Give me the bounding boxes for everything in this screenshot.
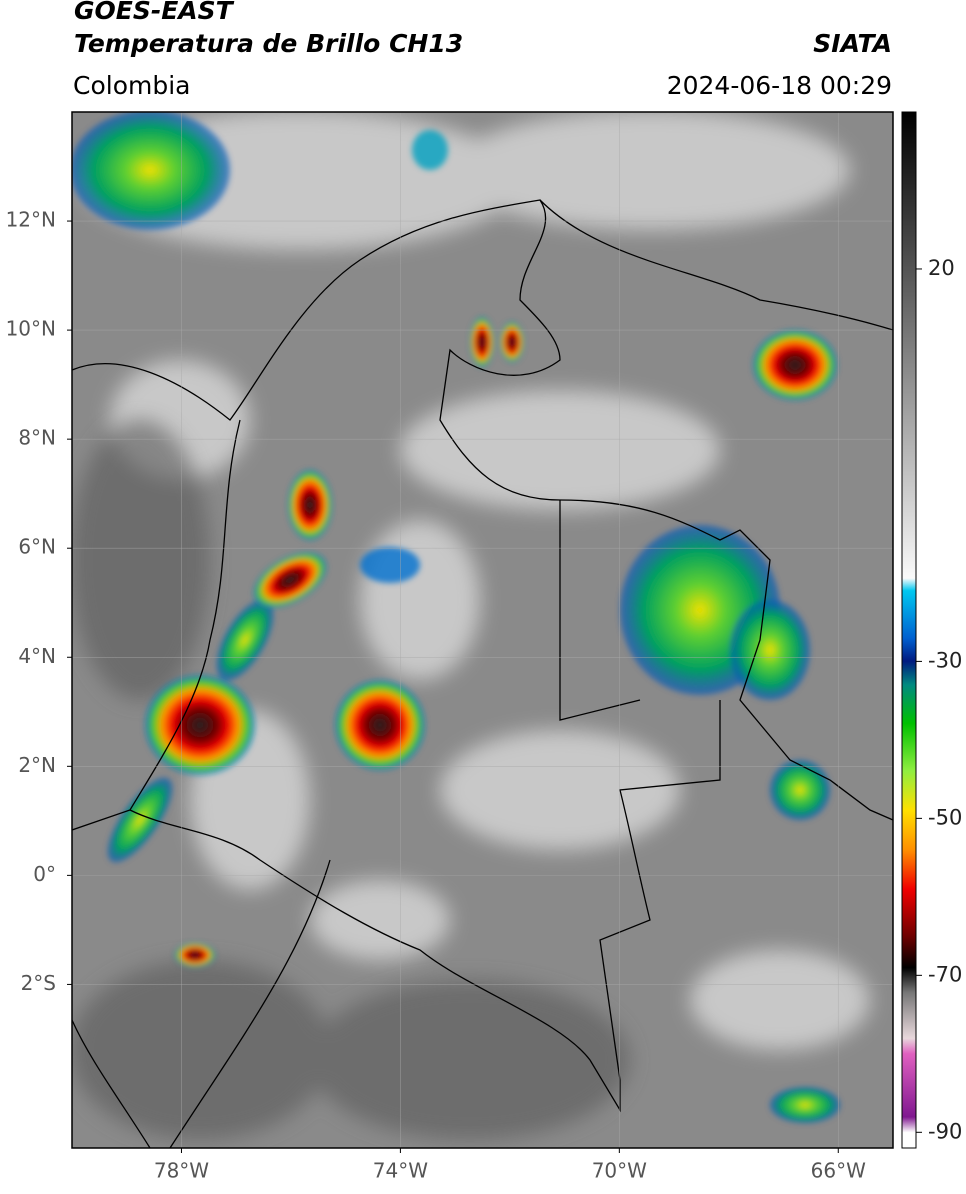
colorbar-tick-label: -50 xyxy=(928,805,962,829)
satellite-image xyxy=(72,112,893,1148)
colorbar-tick-label: -30 xyxy=(928,648,962,672)
x-tick-label: 70°W xyxy=(592,1159,647,1183)
region-label: Colombia xyxy=(73,71,190,100)
x-tick-label: 78°W xyxy=(154,1159,209,1183)
colorbar xyxy=(901,111,917,1149)
x-tick-label: 74°W xyxy=(373,1159,428,1183)
colorbar-tick-label: -70 xyxy=(928,962,962,986)
map-grid xyxy=(72,112,893,1148)
y-tick-label: 12°N xyxy=(6,208,56,232)
y-tick-label: 4°N xyxy=(18,644,56,668)
colorbar-tick-label: 20 xyxy=(928,256,955,280)
y-tick-label: 8°N xyxy=(18,426,56,450)
datetime-label: 2024-06-18 00:29 xyxy=(667,71,892,100)
y-tick-label: 2°S xyxy=(21,971,56,995)
map-frame xyxy=(71,111,894,1149)
product-title: Temperatura de Brillo CH13 xyxy=(74,29,463,58)
y-tick-label: 10°N xyxy=(6,317,56,341)
y-tick-label: 6°N xyxy=(18,535,56,559)
source-label: SIATA xyxy=(813,29,892,58)
colorbar-tick-label: -90 xyxy=(928,1119,962,1143)
y-tick-label: 2°N xyxy=(18,753,56,777)
satellite-title: GOES-EAST xyxy=(74,0,235,25)
y-tick-label: 0° xyxy=(33,862,56,886)
x-tick-label: 66°W xyxy=(811,1159,866,1183)
